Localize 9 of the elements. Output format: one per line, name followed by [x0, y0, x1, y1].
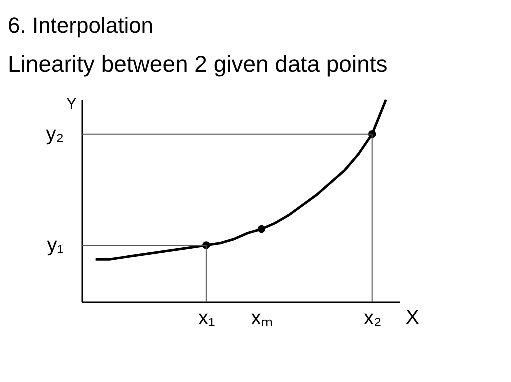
chart-subtitle: Linearity between 2 given data points	[8, 51, 388, 77]
x-tick-label: x₁	[198, 308, 216, 330]
ref-line-label: y₁	[47, 234, 64, 256]
chart-title: 6. Interpolation	[8, 13, 154, 38]
x-tick-label: x₂	[364, 308, 382, 330]
ref-line-label: y₂	[46, 123, 64, 146]
y-axis-title: Y	[66, 96, 78, 113]
x-axis-title: X	[406, 307, 420, 329]
x-tick-label: xₘ	[251, 308, 274, 330]
